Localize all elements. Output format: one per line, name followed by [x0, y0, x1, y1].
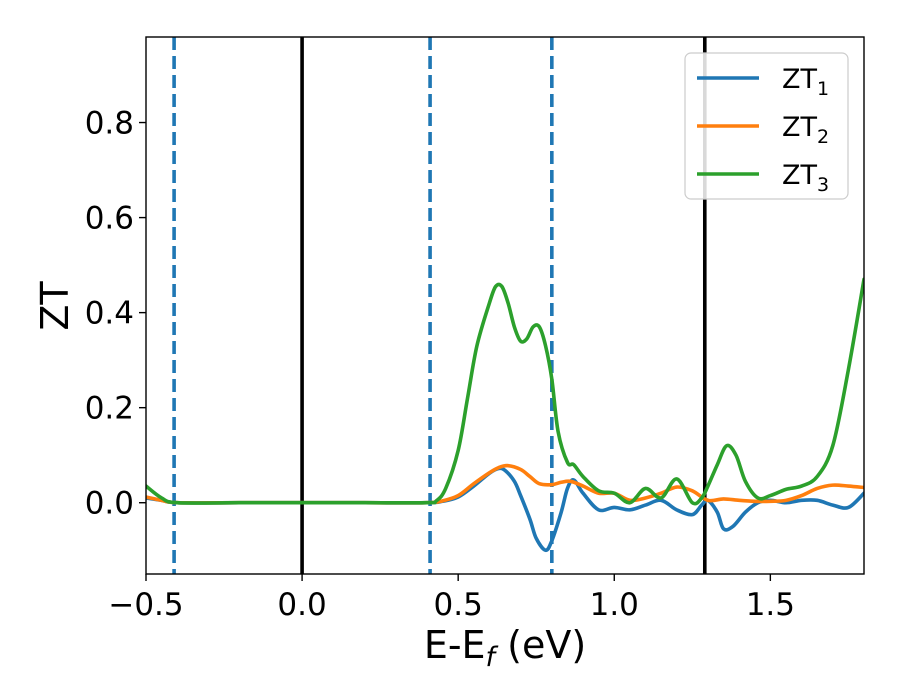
x-axis-ticks: −0.5 0.0 0.5 1.0 1.5: [108, 574, 795, 623]
x-axis-label: E-Ef (eV): [424, 623, 586, 673]
y-tick-label: 0.0: [85, 486, 134, 522]
series-layer: [146, 277, 864, 553]
series-line-zt1: [146, 466, 864, 553]
legend: ZT1 ZT2 ZT3: [684, 52, 849, 200]
y-axis-ticks: 0.0 0.2 0.4 0.6 0.8: [85, 106, 146, 522]
x-tick-label: 0.0: [277, 587, 326, 623]
vertical-reference-lines: [172, 37, 707, 574]
legend-label-zt1: ZT1: [782, 64, 829, 100]
x-tick-label: −0.5: [108, 587, 183, 623]
series-line-zt3: [146, 277, 864, 506]
x-tick-label: 1.5: [746, 587, 795, 623]
x-tick-label: 0.5: [434, 587, 483, 623]
y-tick-label: 0.6: [85, 201, 134, 237]
y-axis-label: ZT: [33, 281, 77, 331]
legend-label-zt3: ZT3: [782, 160, 829, 196]
y-tick-label: 0.2: [85, 391, 134, 427]
legend-box: [684, 52, 849, 200]
y-tick-label: 0.8: [85, 106, 134, 142]
x-tick-label: 1.0: [590, 587, 639, 623]
y-tick-label: 0.4: [85, 296, 134, 332]
legend-label-zt2: ZT2: [782, 112, 829, 148]
plot-frame: [145, 36, 865, 575]
